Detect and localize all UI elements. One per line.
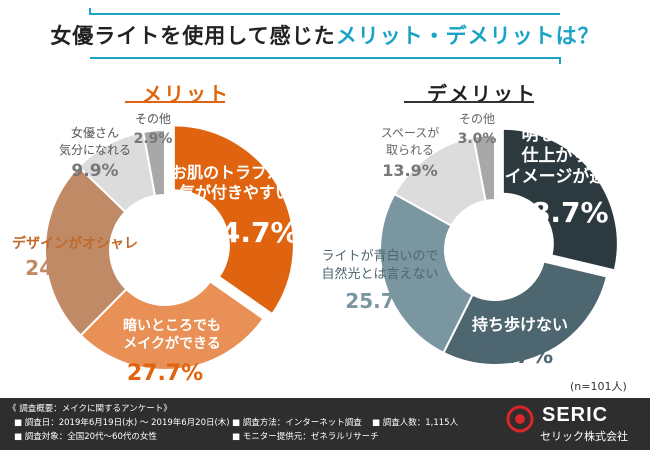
- chart-1-category-label-4: その他: [459, 112, 495, 126]
- title-frame: [89, 8, 561, 64]
- sample-size-note: (n=101人): [570, 380, 627, 393]
- chart-0-category-label-4: その他: [135, 112, 171, 126]
- chart-0-category-label-3: 女優さん気分になれる: [59, 125, 131, 157]
- chart-1-value-label-1: 28.7%: [477, 344, 553, 369]
- footer: [0, 398, 650, 450]
- chart-1-value-label-3: 13.9%: [382, 161, 438, 180]
- chart-0-category-label-0: お肌のトラブルに気が付きやすい: [171, 163, 299, 202]
- footer-survey-provider: ■ モニター提供元：ゼネラルリサーチ: [232, 432, 379, 442]
- chart-1-category-label-3: スペースが取られる: [381, 125, 440, 157]
- seric-logo-icon: [506, 405, 534, 433]
- chart-0-value-label-1: 27.7%: [127, 361, 203, 386]
- title-part1: 女優ライトを使用して感じた: [50, 24, 336, 48]
- page-title: 女優ライトを使用して感じたメリット・デメリットは？: [0, 20, 650, 50]
- chart-1-slice-1: [442, 260, 609, 366]
- footer-survey-date: ■ 調査日：2019年6月19日(水) 〜 2019年6月20日(木): [14, 418, 230, 428]
- footer-survey-target: ■ 調査対象：全国20代〜60代の女性: [14, 432, 157, 442]
- title-part2: メリット・デメリットは？: [335, 24, 600, 48]
- chart-0-category-label-2: デザインがオシャレ: [12, 235, 138, 252]
- chart-1-value-label-2: 25.7%: [345, 289, 414, 313]
- brand-name: SERIC: [542, 404, 609, 426]
- footer-survey-heading: 《 調査概要：メイクに関するアンケート》: [8, 404, 172, 414]
- chart-1-category-label-1: 持ち歩けない: [472, 315, 568, 334]
- chart-0-slice-0: [172, 124, 295, 316]
- chart-0-slice-1: [79, 280, 265, 371]
- chart-0-slice-2: [44, 165, 128, 337]
- chart-1-value-label-4: 3.0%: [458, 131, 497, 147]
- chart-1-slice-0: [501, 127, 619, 272]
- merit-heading-underline: [125, 101, 225, 103]
- chart-1-category-label-0: 明るすぎて仕上がりのイメージが違う: [505, 124, 624, 187]
- chart-1-slice-2: [379, 192, 474, 355]
- footer-survey-method: ■ 調査方法：インターネット調査: [232, 418, 362, 428]
- chart-1-category-label-2: ライトが青白いので自然光とは言えない: [321, 248, 438, 282]
- chart-0-value-label-3: 9.9%: [71, 161, 118, 181]
- chart-0-slice-4: [142, 128, 166, 198]
- brand-subtitle: セリック株式会社: [540, 430, 628, 443]
- chart-0-value-label-0: 34.7%: [201, 216, 298, 249]
- chart-0-category-label-1: 暗いところでもメイクができる: [123, 317, 221, 352]
- chart-0-value-label-2: 24.8%: [25, 256, 94, 280]
- demerit-heading-underline: [404, 101, 534, 103]
- chart-1-value-label-0: 28.7%: [511, 196, 608, 229]
- chart-1-slice-4: [472, 133, 496, 203]
- chart-0-value-label-4: 2.9%: [134, 131, 173, 147]
- footer-survey-count: ■ 調査人数：1,115人: [372, 418, 459, 428]
- title-area: 女優ライトを使用して感じたメリット・デメリットは？: [0, 0, 650, 80]
